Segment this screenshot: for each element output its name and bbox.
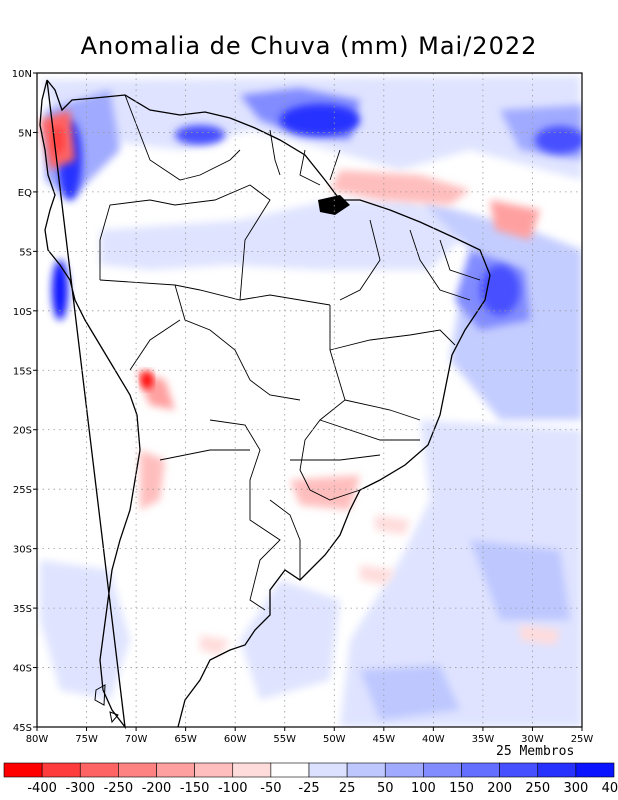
legend-swatch xyxy=(575,762,615,778)
graticule xyxy=(37,73,582,727)
chiloe-islands xyxy=(94,684,119,724)
lat-tick-label: 20S xyxy=(13,426,32,437)
negative-anomaly-chile xyxy=(140,450,165,510)
strong-positive-atlantic-s xyxy=(470,540,570,620)
positive-anomaly-amazon xyxy=(100,200,470,270)
legend-swatch xyxy=(3,762,43,778)
legend-label: -200 xyxy=(142,781,172,796)
lat-tick-label: 10N xyxy=(12,69,32,80)
map-frame xyxy=(36,72,583,728)
core-atlantic-ne xyxy=(535,126,582,154)
legend-label: -25 xyxy=(298,781,319,796)
legend-swatch xyxy=(79,762,119,778)
legend-label: -50 xyxy=(260,781,281,796)
precipitation-anomaly-map: 80W 75W 70W 65W 60W 55W 50W 45W 40W 35W 30W 25W 10N 5… xyxy=(12,69,594,745)
negative-anomaly-south-br xyxy=(290,475,360,510)
lon-tick-label: 70W xyxy=(125,734,148,745)
anomaly-field xyxy=(40,76,582,727)
core-negative-andes xyxy=(141,371,153,389)
negative-anomaly-patagonia-atl xyxy=(520,625,560,645)
legend-swatch xyxy=(537,762,577,778)
core-peru-coast xyxy=(52,260,68,320)
legend-label: 400 xyxy=(602,781,618,796)
lon-tick-label: 55W xyxy=(273,734,296,745)
lon-tick-label: 45W xyxy=(373,734,396,745)
legend-swatch xyxy=(194,762,234,778)
lon-tick-label: 60W xyxy=(224,734,247,745)
south-america-coastline xyxy=(39,79,491,730)
legend-swatch xyxy=(118,762,157,778)
lat-tick-label: 40S xyxy=(13,664,32,675)
legend-label: -300 xyxy=(65,781,95,796)
positive-anomaly-atlantic-s xyxy=(340,420,582,727)
lat-tick-label: 5N xyxy=(18,128,32,139)
legend-label: -100 xyxy=(218,781,248,796)
legend-swatch xyxy=(232,762,272,778)
lon-tick-label: 35W xyxy=(472,734,495,745)
legend-swatch xyxy=(270,762,310,778)
negative-anomaly-bolivia xyxy=(135,370,175,410)
legend-label: -400 xyxy=(27,781,57,796)
negative-anomaly-amapa xyxy=(330,170,470,205)
core-ne-coast xyxy=(480,265,520,315)
legend-swatch xyxy=(41,762,81,778)
lon-tick-label: 80W xyxy=(26,734,49,745)
lon-tick-label: 30W xyxy=(521,734,544,745)
lat-tick-label: 30S xyxy=(13,545,32,556)
lat-tick-label: 35S xyxy=(13,604,32,615)
lat-tick-label: 5S xyxy=(19,247,32,258)
positive-anomaly-pacific-s xyxy=(40,560,130,700)
core-venezuela xyxy=(175,125,225,145)
legend-swatch xyxy=(423,762,462,778)
color-legend: -400 -300 -250 -200 -150 -100 -50 -25 25 50 100 150… xyxy=(3,762,618,796)
legend-label: 150 xyxy=(449,781,474,796)
legend-label: 50 xyxy=(377,781,394,796)
legend-swatch xyxy=(384,762,424,778)
legend-swatch xyxy=(461,762,500,778)
lat-tick-label: EQ xyxy=(18,188,32,199)
lat-tick-label: 45S xyxy=(13,723,32,734)
legend-label: -250 xyxy=(104,781,134,796)
negative-anomaly-atlantic-eq xyxy=(490,200,540,240)
legend-swatch xyxy=(346,762,386,778)
map-title: Anomalia de Chuva (mm) Mai/2022 xyxy=(80,32,538,60)
legend-label: -150 xyxy=(180,781,210,796)
lon-tick-label: 40W xyxy=(422,734,445,745)
legend-label: 200 xyxy=(487,781,512,796)
legend-swatch xyxy=(156,762,195,778)
ensemble-members-label: 25 Membros xyxy=(496,744,575,759)
lon-tick-label: 25W xyxy=(571,734,594,745)
negative-anomaly-argentina-s xyxy=(200,635,230,655)
core-guianas xyxy=(280,104,360,136)
axis-ticks: 80W 75W 70W 65W 60W 55W 50W 45W 40W 35W 30W 25W 10N 5… xyxy=(12,69,594,745)
lat-tick-label: 25S xyxy=(13,485,32,496)
legend-swatch xyxy=(499,762,539,778)
country-borders xyxy=(99,94,481,611)
positive-anomaly-argentina xyxy=(240,580,340,700)
negative-anomaly-uruguay xyxy=(360,565,395,585)
lat-tick-label: 10S xyxy=(13,307,32,318)
lon-tick-label: 50W xyxy=(323,734,346,745)
lon-tick-label: 75W xyxy=(75,734,98,745)
legend-label: 25 xyxy=(339,781,356,796)
lat-tick-label: 15S xyxy=(13,366,32,377)
legend-swatch xyxy=(308,762,348,778)
legend-label: 100 xyxy=(411,781,436,796)
lon-tick-label: 65W xyxy=(174,734,197,745)
legend-label: 300 xyxy=(563,781,588,796)
legend-label: 250 xyxy=(525,781,550,796)
strong-positive-south-atl xyxy=(360,665,460,720)
negative-anomaly-sc-atl xyxy=(375,515,410,535)
